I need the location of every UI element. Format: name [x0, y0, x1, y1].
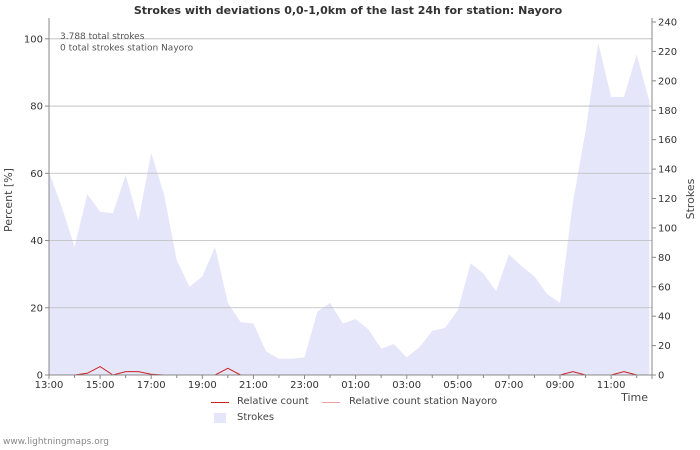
x-tick-label-01:00: 01:00	[341, 380, 370, 391]
y-left-tick-label-0: 0	[37, 371, 43, 382]
y-axis-label-left: Percent [%]	[2, 168, 15, 232]
y-left-tick-label-100: 100	[24, 34, 43, 45]
x-tick-label-17:00: 17:00	[137, 380, 166, 391]
y-right-tick-label-80: 80	[658, 253, 671, 264]
chart-title: Strokes with deviations 0,0-1,0km of the…	[134, 4, 563, 17]
y-right-tick-label-0: 0	[658, 371, 664, 382]
y-right-tick-label-160: 160	[658, 135, 677, 146]
legend-label-relative-count-station: Relative count station Nayoro	[349, 396, 498, 407]
y-left-tick-label-80: 80	[30, 102, 43, 113]
y-right-tick-label-40: 40	[658, 312, 671, 323]
annotation-1: 0 total strokes station Nayoro	[60, 44, 194, 54]
x-tick-label-15:00: 15:00	[86, 380, 115, 391]
x-tick-label-05:00: 05:00	[443, 380, 472, 391]
y-right-tick-label-120: 120	[658, 194, 677, 205]
x-tick-label-09:00: 09:00	[546, 380, 575, 391]
annotation-0: 3.788 total strokes	[60, 32, 145, 42]
y-right-tick-label-20: 20	[658, 341, 671, 352]
x-axis-label: Time	[620, 391, 648, 404]
x-tick-label-21:00: 21:00	[239, 380, 268, 391]
legend-label-relative-count: Relative count	[237, 396, 309, 407]
x-tick-label-07:00: 07:00	[495, 380, 524, 391]
y-right-tick-label-200: 200	[658, 76, 677, 87]
x-tick-label-19:00: 19:00	[188, 380, 217, 391]
legend-label-strokes: Strokes	[237, 412, 275, 423]
x-tick-label-03:00: 03:00	[392, 380, 421, 391]
x-tick-label-23:00: 23:00	[290, 380, 319, 391]
y-left-tick-label-60: 60	[30, 169, 43, 180]
x-tick-label-11:00: 11:00	[597, 380, 626, 391]
y-right-tick-label-180: 180	[658, 106, 677, 117]
y-left-tick-label-20: 20	[30, 303, 43, 314]
y-right-tick-label-100: 100	[658, 223, 677, 234]
x-tick-label-13:00: 13:00	[35, 380, 64, 391]
legend-swatch-relative-count	[211, 402, 229, 403]
footer-credit: www.lightningmaps.org	[3, 437, 109, 447]
legend-swatch-relative-count-station	[322, 402, 340, 403]
y-left-tick-label-40: 40	[30, 236, 43, 247]
y-right-tick-label-220: 220	[658, 47, 677, 58]
y-right-tick-label-140: 140	[658, 165, 677, 176]
y-right-tick-label-60: 60	[658, 282, 671, 293]
legend-swatch-strokes	[214, 413, 226, 423]
series-strokes-area	[49, 42, 650, 375]
y-axis-label-right: Strokes	[684, 178, 697, 219]
y-right-tick-label-240: 240	[658, 18, 677, 29]
